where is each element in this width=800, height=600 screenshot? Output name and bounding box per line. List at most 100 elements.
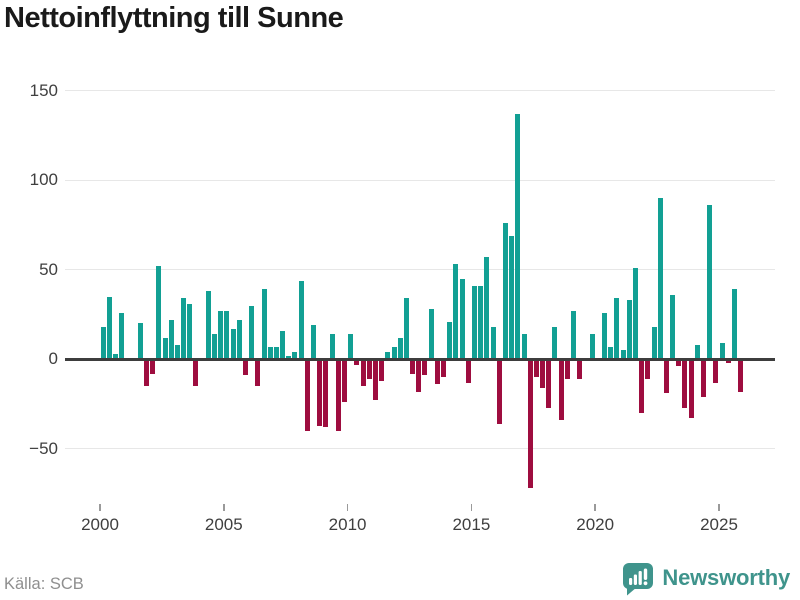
bar [298, 280, 304, 360]
x-tick-label: 2020 [576, 515, 615, 534]
y-tick-label: 100 [29, 170, 58, 190]
x-tick-mark [718, 504, 720, 511]
bar [187, 303, 193, 360]
bar [533, 359, 539, 378]
bar [614, 298, 620, 360]
newsworthy-logo: Newsworthy [620, 560, 790, 596]
bar [100, 327, 106, 360]
bar [366, 359, 372, 379]
bar [218, 310, 224, 360]
grid-line [65, 179, 775, 181]
bar [286, 355, 292, 360]
x-tick-mark [594, 504, 596, 511]
bar [719, 343, 725, 360]
bar [601, 312, 607, 360]
bar [162, 337, 168, 360]
bar [608, 346, 614, 360]
bar [571, 310, 577, 360]
bar [230, 328, 236, 360]
bar [379, 359, 385, 381]
bar [150, 359, 156, 374]
grid-line [65, 269, 775, 271]
bar [261, 289, 267, 360]
bar [137, 323, 143, 360]
bar [546, 359, 552, 408]
bar [311, 325, 317, 360]
bar [657, 198, 663, 360]
bar [688, 359, 694, 419]
bar [224, 310, 230, 360]
bar [540, 359, 546, 388]
bar [521, 334, 527, 360]
bar [174, 344, 180, 360]
bar [434, 359, 440, 385]
bar [515, 113, 521, 360]
bar [106, 296, 112, 360]
bar [682, 359, 688, 408]
grid-line [65, 90, 775, 92]
bar [651, 327, 657, 360]
bar [564, 359, 570, 379]
bar [527, 359, 533, 489]
bar [181, 298, 187, 360]
x-tick-label: 2010 [328, 515, 367, 534]
bar [323, 359, 329, 428]
zero-line [65, 358, 775, 361]
x-tick-label: 2025 [700, 515, 738, 534]
bar [193, 359, 199, 387]
bar [205, 291, 211, 360]
bar [663, 359, 669, 394]
bar [465, 359, 471, 383]
bar [267, 346, 273, 360]
bar [242, 359, 248, 376]
bar [589, 334, 595, 360]
x-tick-mark [223, 504, 225, 511]
bar [459, 278, 465, 360]
bar [731, 289, 737, 360]
source-label: Källa: SCB [4, 575, 84, 593]
bar [112, 353, 118, 360]
bar [280, 330, 286, 360]
bar [447, 321, 453, 360]
bar [360, 359, 366, 387]
bar [335, 359, 341, 431]
bar-chart-speech-bubble-icon [623, 562, 654, 595]
bar [490, 327, 496, 360]
bar [670, 294, 676, 360]
x-tick-label: 2015 [452, 515, 491, 534]
bar [577, 359, 583, 379]
bar [626, 300, 632, 360]
y-tick-label: 0 [48, 349, 58, 369]
x-tick-mark [470, 504, 473, 511]
bar [478, 285, 484, 360]
x-tick-mark [346, 504, 349, 511]
bar [496, 359, 502, 424]
bar [713, 359, 719, 383]
bar [552, 327, 558, 360]
bar [255, 359, 261, 387]
bar [342, 359, 347, 403]
y-tick-label: 50 [39, 259, 58, 279]
bar [410, 359, 416, 374]
bar [416, 359, 422, 392]
bar [385, 352, 391, 360]
bar [372, 359, 378, 401]
bar [701, 359, 707, 397]
bar [639, 359, 645, 414]
bar [143, 359, 149, 387]
bar [403, 298, 409, 360]
y-tick-label: 150 [29, 80, 58, 100]
x-tick-mark [99, 504, 101, 511]
bar [156, 266, 162, 360]
bar [317, 359, 323, 426]
bar [645, 359, 651, 379]
bar [168, 319, 174, 360]
bar [558, 359, 564, 421]
bar [212, 334, 218, 360]
bar [348, 334, 354, 360]
bar [502, 223, 508, 360]
bar [707, 205, 713, 360]
bar [676, 359, 682, 367]
